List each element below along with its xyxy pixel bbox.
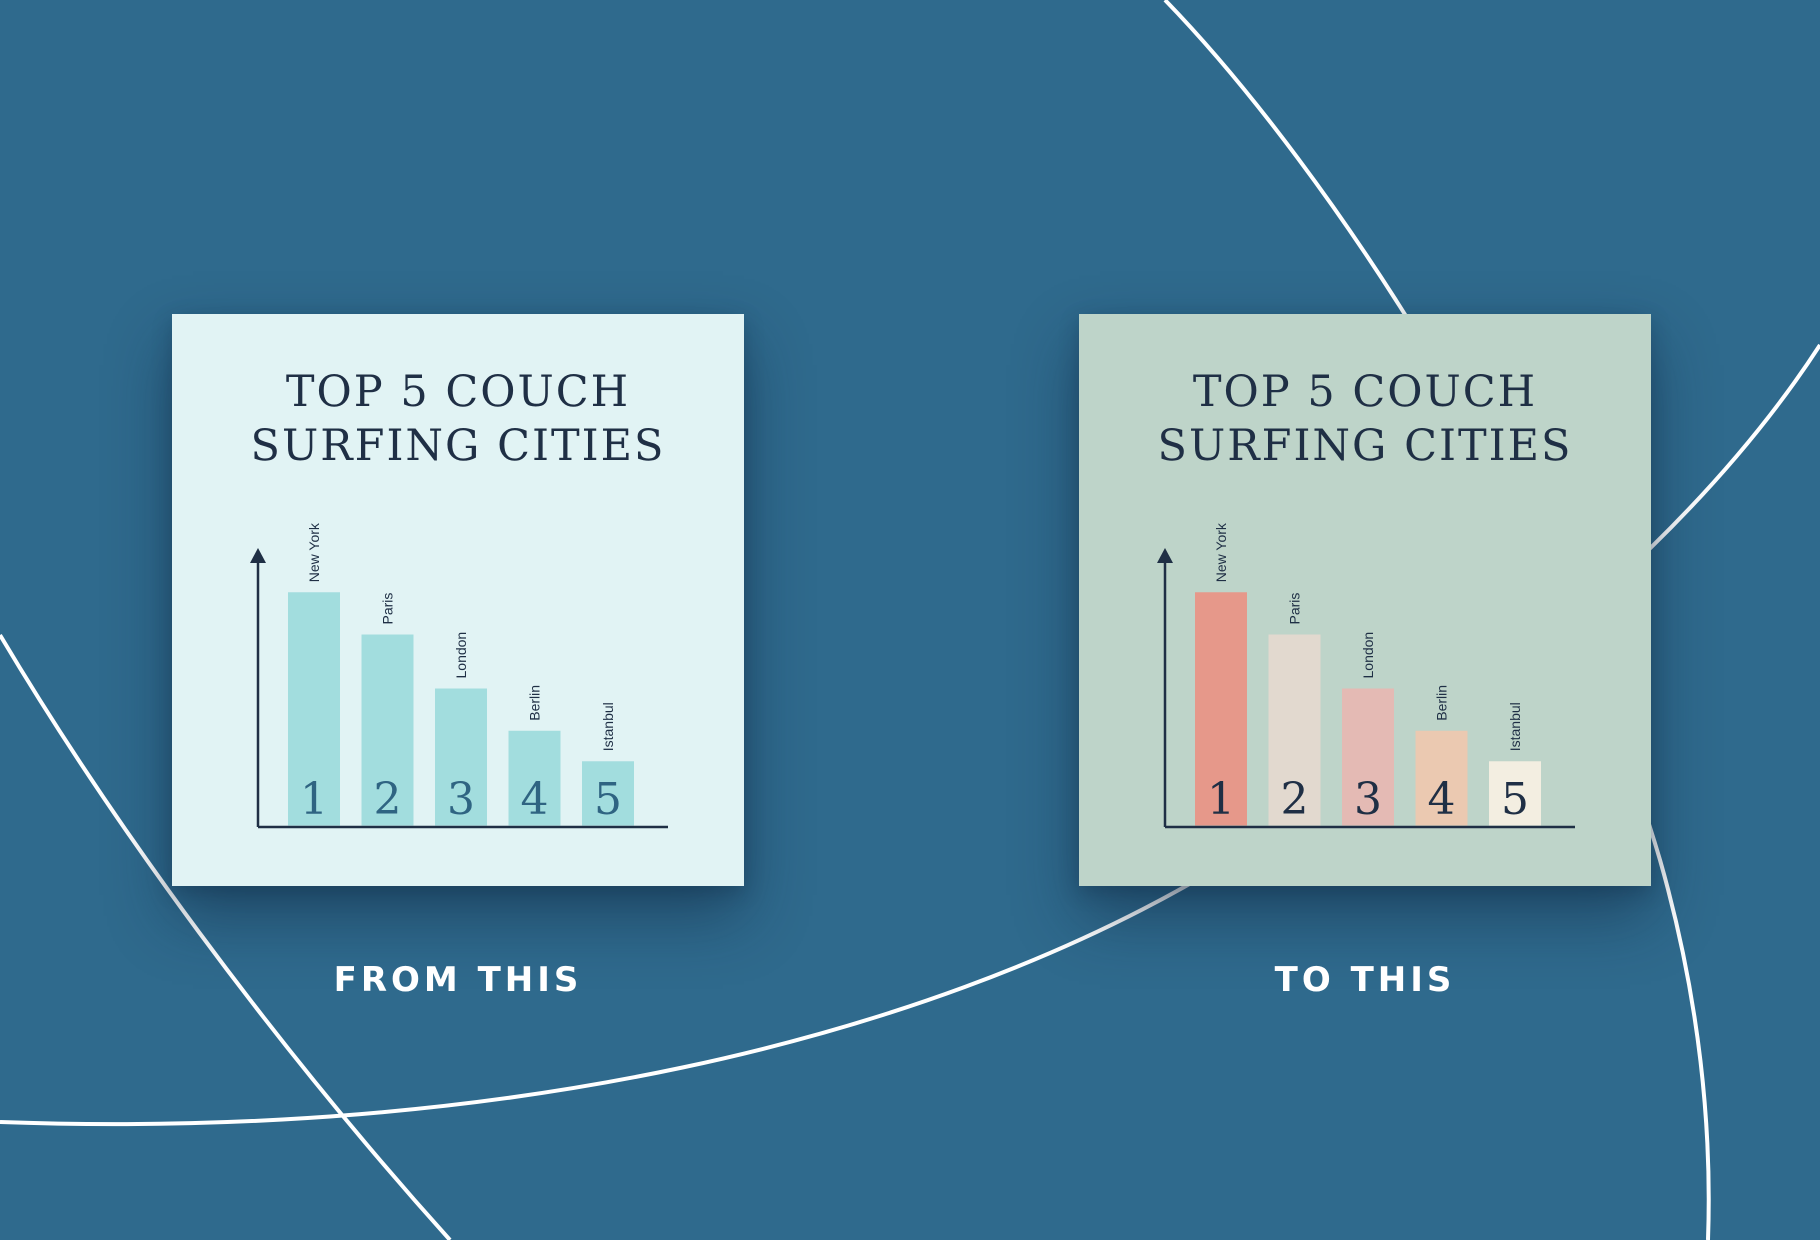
- bar-berlin: [1415, 730, 1468, 826]
- category-label-paris: Paris: [1287, 593, 1303, 625]
- y-axis-arrow: [250, 548, 266, 563]
- bar-london: [1342, 688, 1394, 826]
- bar-paris: [361, 634, 414, 826]
- category-label-paris: Paris: [380, 593, 396, 625]
- chart-title-line-1: TOP 5 COUCH: [286, 367, 630, 417]
- bar-new-york: [288, 592, 340, 826]
- bar-new-york: [1195, 592, 1247, 826]
- rank-label-new-york: 1: [300, 774, 328, 825]
- category-label-istanbul: Istanbul: [1507, 702, 1523, 751]
- category-label-london: London: [453, 632, 469, 679]
- chart-panel-before: TOP 5 COUCH SURFING CITIES 1 New York 2 Paris…: [172, 314, 744, 886]
- bar-istanbul: [582, 761, 634, 826]
- rank-label-paris: 2: [374, 774, 402, 825]
- chart-title-line-2: SURFING CITIES: [251, 421, 666, 471]
- rank-label-new-york: 1: [1207, 774, 1235, 825]
- bar-berlin: [508, 730, 561, 826]
- bar-istanbul: [1489, 761, 1541, 826]
- decor-curve-3: [0, 343, 1820, 1127]
- chart-title-line-1: TOP 5 COUCH: [1193, 367, 1537, 417]
- y-axis-arrow: [1157, 548, 1173, 563]
- rank-label-istanbul: 5: [594, 774, 622, 825]
- bar-london: [435, 688, 487, 826]
- rank-label-istanbul: 5: [1501, 774, 1529, 825]
- decor-curve-2: [0, 633, 452, 1240]
- bar-paris: [1268, 634, 1321, 826]
- category-label-istanbul: Istanbul: [600, 702, 616, 751]
- rank-label-berlin: 4: [521, 774, 549, 825]
- rank-label-paris: 2: [1281, 774, 1309, 825]
- category-label-new-york: New York: [1213, 522, 1229, 582]
- rank-label-london: 3: [1354, 774, 1382, 825]
- chart-title-line-2: SURFING CITIES: [1158, 421, 1573, 471]
- category-label-berlin: Berlin: [1434, 685, 1450, 721]
- category-label-new-york: New York: [306, 522, 322, 582]
- caption-after: TO THIS: [1274, 960, 1456, 1000]
- category-label-berlin: Berlin: [527, 685, 543, 721]
- caption-before: FROM THIS: [333, 960, 583, 1000]
- chart-panel-after: TOP 5 COUCH SURFING CITIES 1 New York 2 Paris…: [1079, 314, 1651, 886]
- rank-label-london: 3: [447, 774, 475, 825]
- category-label-london: London: [1360, 632, 1376, 679]
- rank-label-berlin: 4: [1428, 774, 1456, 825]
